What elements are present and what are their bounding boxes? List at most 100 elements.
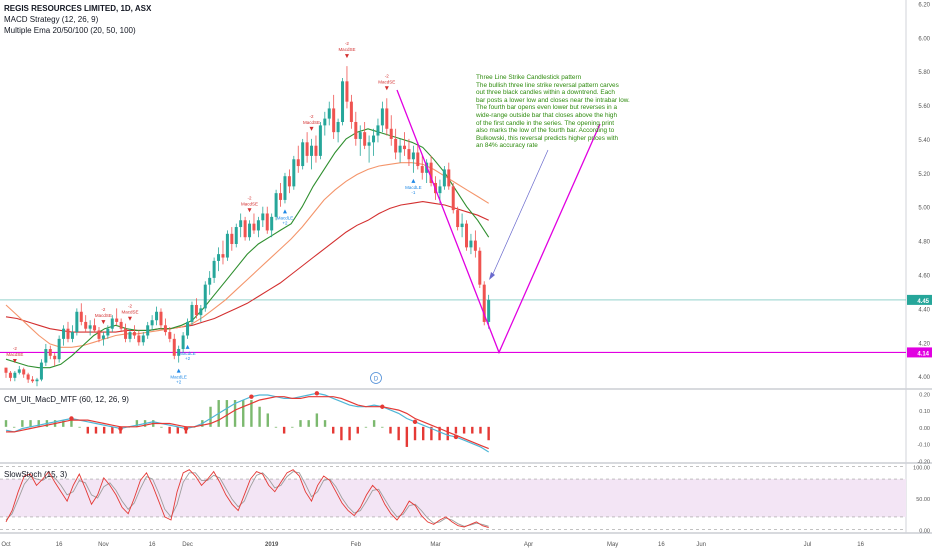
stoch-tick-label: 0.00 (919, 528, 930, 534)
price-tick-label: 5.60 (918, 104, 930, 110)
candle (456, 210, 460, 228)
annotation-line: The bullish three line strike reversal p… (476, 81, 619, 89)
macd-histogram-bar (389, 426, 392, 434)
candle (39, 362, 43, 380)
sell-marker-label: MacdSE (338, 47, 355, 52)
candle (243, 220, 247, 238)
macd-histogram-bar (242, 400, 245, 427)
sell-arrow (247, 208, 252, 213)
time-axis-label: 16 (56, 542, 63, 548)
sell-marker-label: MacdSE (241, 201, 258, 206)
annotation-arrow (491, 149, 549, 277)
study-macd-strategy[interactable]: MACD Strategy (12, 26, 9) (4, 15, 99, 24)
stoch-panel-label[interactable]: SlowStoch (15, 3) (4, 470, 68, 479)
macd-cross-dot (183, 426, 189, 431)
macd-histogram-bar (21, 420, 24, 427)
macd-histogram-bar (323, 420, 327, 427)
macd-histogram-bar (356, 426, 359, 434)
macd-cross-dot (314, 391, 320, 396)
macd-histogram-bar (422, 426, 425, 441)
macd-histogram-bar (462, 426, 466, 434)
candle (354, 121, 358, 139)
candle (70, 332, 74, 339)
candle (31, 379, 35, 382)
support-label: 4.14 (917, 351, 929, 357)
candle (62, 328, 66, 339)
candle (212, 260, 216, 278)
candle (270, 216, 274, 231)
macd-histogram-bar (413, 426, 417, 441)
sell-arrow (344, 54, 349, 59)
macd-histogram-bar (233, 400, 237, 427)
price-tick-label: 5.40 (918, 138, 930, 144)
time-axis-label: Apr (524, 542, 533, 548)
macd-histogram-bar (307, 420, 310, 427)
price-tick-label: 6.00 (918, 36, 930, 42)
event-circle-label: D (374, 377, 379, 383)
buy-marker-label: MacdLE (170, 375, 187, 380)
macd-histogram-bar (29, 420, 32, 427)
annotation-line: of the first candle in the series. The o… (476, 119, 615, 127)
macd-histogram-bar (438, 426, 441, 441)
candle (394, 138, 398, 153)
time-axis-label: Oct (1, 542, 11, 548)
sell-marker-label: MacdSE (6, 352, 23, 357)
candle (279, 193, 283, 200)
macd-cross-dot (69, 416, 74, 421)
candle (75, 311, 79, 333)
candle (239, 220, 243, 228)
macd-cross-dot (118, 426, 123, 431)
macd-histogram-bar (430, 426, 433, 441)
buy-arrow (176, 368, 181, 373)
candle (53, 355, 57, 360)
annotation-note: Three Line Strike Candlestick pattern Th… (476, 74, 636, 150)
candle (194, 304, 198, 316)
time-axis-label: May (607, 542, 618, 548)
candle (349, 101, 353, 122)
time-axis-label: 2019 (265, 542, 279, 548)
sell-marker-qty: -2 (345, 41, 349, 46)
macd-tick-label: 0.00 (919, 426, 930, 432)
candle (17, 369, 21, 373)
current-price-tag (907, 294, 932, 305)
annotation-line: an 84% accuracy rate (476, 142, 538, 150)
study-multiple-ema[interactable]: Multiple Ema 20/50/100 (20, 50, 100) (4, 26, 136, 35)
macd-histogram-bar (348, 426, 351, 441)
time-axis-label: Nov (98, 542, 109, 548)
candle (66, 328, 70, 339)
sell-arrow (127, 316, 132, 321)
candle (230, 233, 234, 244)
candle (469, 240, 473, 248)
price-tick-label: 4.80 (918, 240, 930, 246)
macd-line (5, 392, 490, 453)
candle (106, 328, 110, 336)
macd-cross-dot (380, 404, 385, 409)
sell-marker-qty: -2 (385, 73, 389, 78)
time-axis-label: 16 (857, 542, 864, 548)
candle (8, 372, 12, 378)
macd-panel-label[interactable]: CM_Ult_MacD_MTF (60, 12, 26, 9) (4, 395, 129, 404)
candle (398, 145, 402, 153)
candle (199, 308, 203, 316)
macd-histogram-bar (282, 426, 286, 434)
macd-histogram-bar (94, 426, 98, 434)
sell-marker-qty: -2 (13, 346, 17, 351)
macd-histogram-bar (4, 420, 8, 427)
macd-histogram-bar (471, 426, 474, 434)
macd-histogram-bar (332, 426, 335, 434)
buy-arrow (185, 344, 190, 349)
macd-cross-dot (453, 434, 459, 440)
candle (84, 321, 88, 329)
candle (181, 335, 185, 350)
candle (248, 223, 252, 238)
macd-histogram-bar (454, 426, 458, 434)
symbol-title: REGIS RESOURCES LIMITED, 1D, ASX (4, 4, 152, 13)
candle (420, 166, 424, 173)
candle (429, 162, 433, 183)
macd-histogram-bar (70, 420, 73, 427)
candle (336, 121, 340, 133)
candle (389, 128, 393, 139)
macd-histogram-bar (487, 426, 490, 441)
sell-arrow (309, 126, 314, 131)
buy-marker-qty: +2 (282, 220, 288, 225)
